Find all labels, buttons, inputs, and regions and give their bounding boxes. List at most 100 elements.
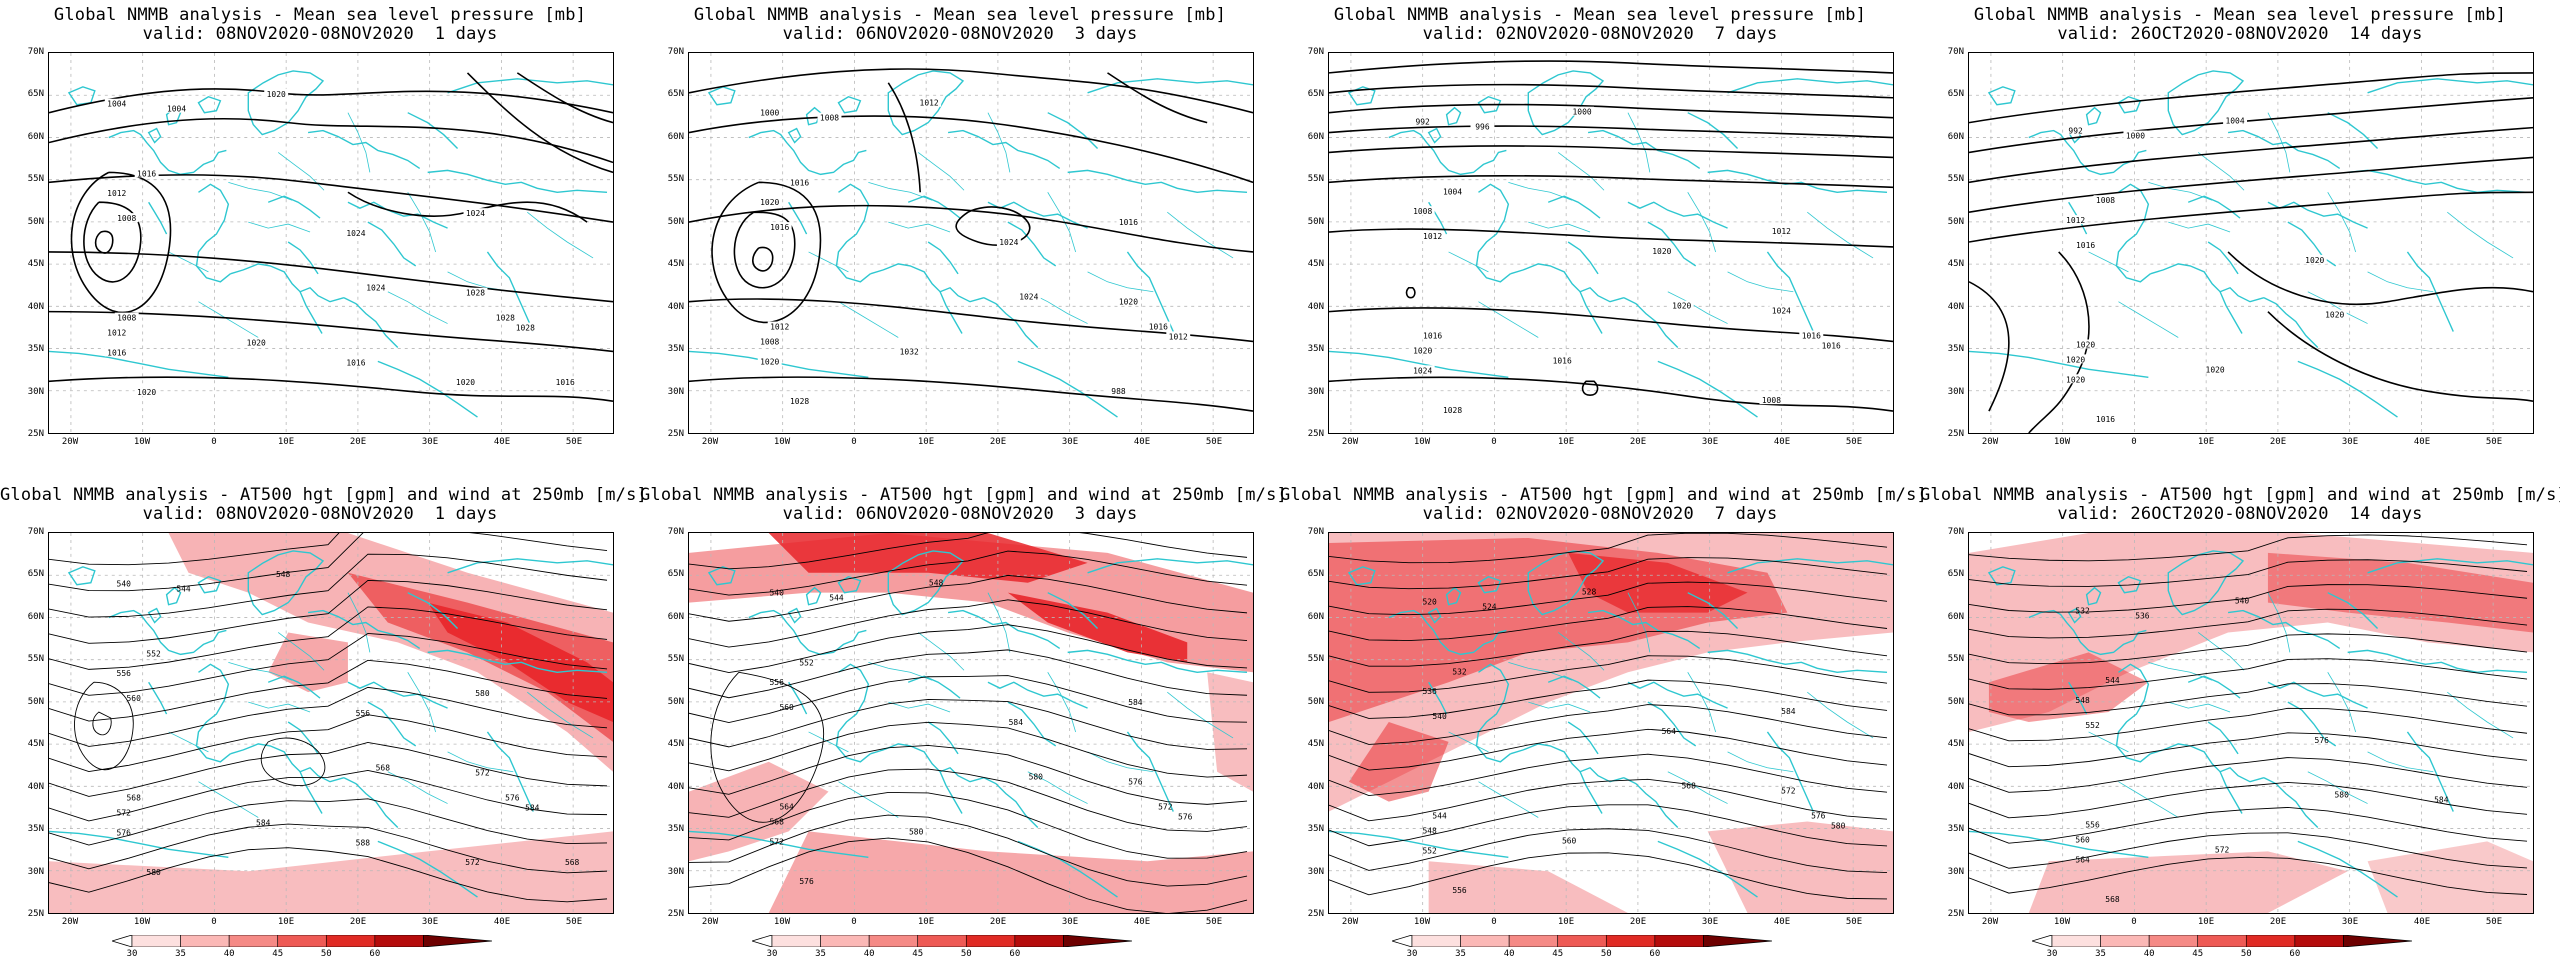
contour-label-bg <box>1116 296 1141 306</box>
coastline <box>1329 350 1509 378</box>
country-border <box>1667 771 1728 804</box>
coastline <box>2150 743 2265 783</box>
colorbar-min-arrow <box>1392 935 1413 947</box>
map-plot-area: 1000 1008 1012 1016 1020 1016 1012 1008 1020 1028… <box>688 52 1254 434</box>
coastline <box>2406 731 2454 812</box>
latitude-tick-label: 35N <box>667 344 684 355</box>
latitude-tick-label: 65N <box>667 569 684 580</box>
contour-label-bg <box>917 97 942 107</box>
contour-label: 1012 <box>1423 232 1442 241</box>
contour-label-bg <box>134 168 159 178</box>
country-border <box>2367 271 2434 293</box>
contour-label-bg <box>1470 121 1495 131</box>
wind-speed-colorbar <box>752 935 1132 947</box>
contour-label: 576 <box>1128 778 1143 787</box>
geopotential-contour <box>49 847 608 903</box>
coastline <box>1017 840 1118 898</box>
contour-label: 1016 <box>1119 218 1138 227</box>
longitude-tick-label: 40E <box>1133 917 1151 927</box>
coastline <box>1428 681 1448 715</box>
coastline <box>788 201 808 235</box>
wind-speed-shading <box>2367 841 2533 913</box>
country-border <box>347 592 371 653</box>
isobar-contour <box>711 181 822 324</box>
geopotential-contour <box>1329 679 1888 719</box>
contour-label-bg <box>1440 405 1465 415</box>
coastline <box>1567 241 1599 275</box>
panel-valid-period: valid: 26OCT2020-08NOV2020 14 days <box>2057 504 2423 524</box>
coastline <box>1126 731 1174 812</box>
country-border <box>1508 181 1573 201</box>
latitude-tick-label: 60N <box>27 611 44 622</box>
coastline <box>1579 291 1603 334</box>
coastline <box>367 701 417 747</box>
country-border <box>228 181 293 201</box>
contour-label: 556 <box>1452 886 1467 895</box>
coastline <box>447 558 613 574</box>
contour-label-bg <box>104 327 129 337</box>
geopotential-contour <box>1969 534 2528 562</box>
colorbar-tick-label: 45 <box>2192 949 2204 959</box>
contour-label-bg <box>343 357 368 367</box>
country-border <box>808 731 849 753</box>
contour-label-bg <box>463 287 488 297</box>
wind-speed-shading <box>49 831 613 913</box>
coastline <box>267 675 321 699</box>
contour-label: 580 <box>2334 791 2349 800</box>
contour-label-bg <box>2203 364 2228 374</box>
latitude-tick-label: 50N <box>1947 216 1964 227</box>
panel-valid-period: valid: 26OCT2020-08NOV2020 14 days <box>2057 24 2423 44</box>
colorbar-segment <box>2294 935 2344 947</box>
country-border <box>2197 152 2245 191</box>
colorbar-segment <box>374 935 424 947</box>
country-border <box>1167 691 1234 739</box>
coastline <box>2207 721 2239 755</box>
contour-label-bg <box>1106 386 1131 396</box>
wind-speed-shading <box>1428 861 1628 913</box>
contour-label: 1024 <box>1413 366 1432 375</box>
colorbar-segment <box>820 935 870 947</box>
longitude-tick-label: 40E <box>493 437 511 447</box>
coastline <box>230 743 345 783</box>
country-border <box>168 731 209 753</box>
longitude-tick-label: 20E <box>1629 917 1647 927</box>
coastline <box>197 576 222 594</box>
contour-label: 572 <box>769 837 784 846</box>
contour-label: 560 <box>1562 836 1577 845</box>
isobar-contour <box>2227 251 2533 305</box>
colorbar-max-arrow <box>1063 935 1132 947</box>
map-canvas: 992 1000 1004 1008 1012 1016 1020 1020 1020 1016 1… <box>1969 53 2533 433</box>
country-border <box>1167 211 1234 259</box>
colorbar-segment <box>2245 935 2296 947</box>
contour-label-bg <box>493 312 518 322</box>
latitude-tick-label: 65N <box>27 89 44 100</box>
map-canvas: 1000100810121016102010161012100810201028… <box>689 53 1253 433</box>
contour-label-bg <box>1769 305 1794 315</box>
latitude-tick-label: 25N <box>27 429 44 439</box>
latitude-tick-label: 50N <box>1307 696 1324 707</box>
latitude-tick-label: 70N <box>1307 47 1324 57</box>
isobar-contour <box>49 88 613 114</box>
contour-label: 572 <box>1781 787 1796 796</box>
coastline <box>49 830 229 858</box>
country-border <box>1667 291 1728 324</box>
coastline <box>1347 566 1376 586</box>
colorbar-tick-label: 30 <box>2046 949 2058 959</box>
longitude-tick-label: 0 <box>851 437 857 447</box>
country-border <box>2327 192 2357 253</box>
contour-label: 568 <box>127 794 142 803</box>
latitude-tick-label: 45N <box>667 259 684 270</box>
country-border <box>917 152 965 191</box>
latitude-tick-label: 55N <box>1307 654 1324 665</box>
longitude-tick-label: 20W <box>701 917 719 927</box>
panel-title: Global NMMB analysis - AT500 hgt [gpm] a… <box>640 485 1287 505</box>
longitude-tick-label: 20E <box>989 437 1007 447</box>
colorbar-min-arrow <box>2032 935 2053 947</box>
geopotential-contour <box>689 745 1248 805</box>
isobar-contour <box>887 82 921 193</box>
contour-label-bg <box>757 197 782 207</box>
contour-label-bg <box>996 237 1021 246</box>
country-border <box>917 632 965 671</box>
longitude-tick-label: 10W <box>1413 437 1431 447</box>
panel-valid-period: valid: 08NOV2020-08NOV2020 1 days <box>142 504 498 524</box>
